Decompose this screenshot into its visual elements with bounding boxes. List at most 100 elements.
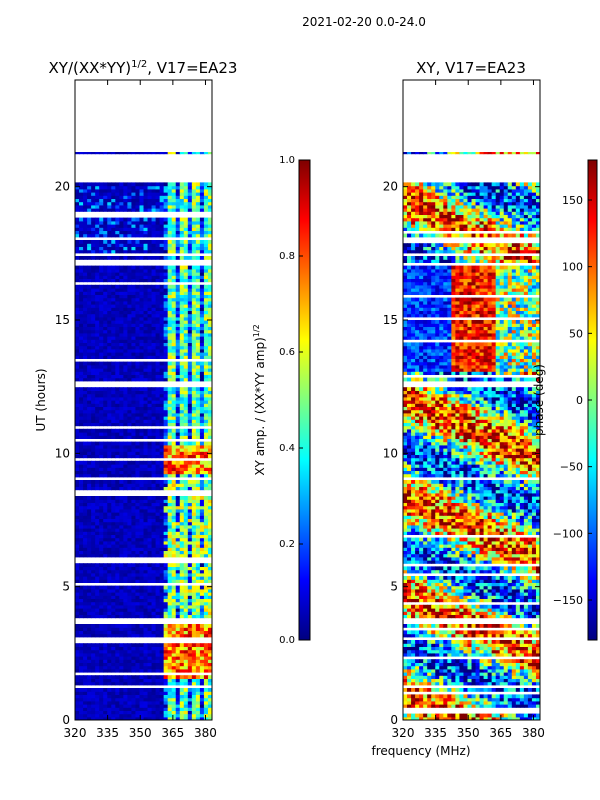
heatmap-cell: [195, 480, 201, 484]
heatmap-cell: [111, 688, 116, 692]
heatmap-cell: [143, 275, 149, 279]
heatmap-cell: [195, 246, 201, 251]
heatmap-cell: [103, 652, 108, 657]
heatmap-cell: [123, 691, 128, 695]
heatmap-cell: [167, 691, 173, 695]
heatmap-cell: [187, 185, 193, 190]
heatmap-cell: [151, 707, 157, 711]
heatmap-cell: [115, 700, 120, 705]
heatmap-cell: [147, 412, 153, 417]
heatmap-cell: [143, 649, 149, 654]
heatmap-cell: [159, 310, 165, 315]
heatmap-cell: [107, 220, 112, 225]
heatmap-cell: [199, 288, 205, 292]
heatmap-cell: [87, 320, 92, 324]
heatmap-cell: [147, 374, 153, 379]
heatmap-cell: [91, 368, 96, 372]
heatmap-cell: [171, 534, 177, 539]
heatmap-cell: [147, 710, 153, 715]
heatmap-cell: [155, 387, 161, 391]
heatmap-cell: [199, 515, 205, 519]
heatmap-cell: [79, 256, 84, 260]
heatmap-cell: [151, 428, 157, 433]
heatmap-cell: [99, 307, 104, 311]
heatmap-cell: [179, 336, 185, 340]
heatmap-cell: [83, 521, 88, 526]
heatmap-cell: [179, 201, 185, 206]
heatmap-cell: [163, 188, 169, 193]
heatmap-cell: [91, 531, 96, 535]
heatmap-cell: [207, 518, 212, 523]
heatmap-cell: [91, 409, 96, 414]
heatmap-cell: [79, 249, 84, 254]
heatmap-cell: [103, 716, 108, 720]
heatmap-cell: [135, 608, 141, 612]
heatmap-cell: [163, 243, 169, 247]
heatmap-cell: [79, 595, 84, 599]
heatmap-cell: [159, 278, 165, 283]
heatmap-cell: [119, 204, 124, 209]
heatmap-cell: [183, 361, 189, 366]
heatmap-cell: [131, 268, 137, 273]
heatmap-cell: [175, 361, 181, 366]
heatmap-cell: [207, 224, 212, 228]
heatmap-cell: [159, 393, 165, 398]
heatmap-cell: [159, 480, 165, 484]
heatmap-cell: [207, 540, 212, 545]
heatmap-cell: [99, 585, 104, 590]
heatmap-cell: [155, 288, 161, 292]
heatmap-cell: [79, 182, 84, 187]
heatmap-cell: [163, 601, 169, 606]
heatmap-cell: [135, 630, 141, 635]
heatmap-cell: [123, 652, 128, 657]
heatmap-cell: [195, 614, 201, 619]
heatmap-cell: [191, 432, 197, 436]
heatmap-cell: [203, 553, 209, 558]
heatmap-cell: [151, 195, 157, 199]
heatmap-cell: [143, 230, 149, 235]
heatmap-cell: [147, 592, 153, 596]
heatmap-cell: [111, 188, 116, 193]
heatmap-cell: [79, 339, 84, 343]
heatmap-cell: [151, 624, 157, 628]
heatmap-cell: [155, 316, 161, 321]
heatmap-cell: [191, 272, 197, 276]
heatmap-cell: [179, 470, 185, 475]
heatmap-cell: [99, 707, 104, 711]
heatmap-cell: [183, 348, 189, 353]
heatmap-cell: [115, 371, 120, 375]
heatmap-cell: [123, 659, 128, 663]
heatmap-cell: [135, 569, 141, 574]
heatmap-cell: [75, 505, 80, 510]
heatmap-cell: [151, 329, 157, 334]
heatmap-cell: [131, 217, 137, 222]
heatmap-cell: [171, 297, 177, 302]
heatmap-cell: [163, 649, 169, 654]
heatmap-cell: [207, 243, 212, 247]
heatmap-cell: [123, 451, 128, 455]
heatmap-cell: [199, 544, 205, 548]
heatmap-cell: [203, 652, 209, 657]
heatmap-cell: [119, 188, 124, 193]
heatmap-cell: [99, 483, 104, 487]
heatmap-cell: [135, 441, 141, 446]
heatmap-cell: [111, 531, 116, 535]
heatmap-cell: [191, 595, 197, 599]
heatmap-cell: [127, 336, 133, 340]
heatmap-cell: [183, 483, 189, 487]
heatmap-cell: [171, 483, 177, 487]
heatmap-cell: [199, 668, 205, 673]
heatmap-cell: [151, 704, 157, 708]
heatmap-cell: [123, 265, 128, 270]
heatmap-cell: [127, 441, 133, 446]
heatmap-cell: [95, 566, 100, 571]
heatmap-cell: [203, 588, 209, 593]
heatmap-cell: [183, 230, 189, 235]
heatmap-cell: [91, 316, 96, 321]
heatmap-cell: [79, 707, 84, 711]
heatmap-cell: [119, 416, 124, 420]
heatmap-cell: [147, 390, 153, 395]
heatmap-cell: [103, 224, 108, 228]
heatmap-cell: [195, 355, 201, 359]
heatmap-cell: [167, 483, 173, 487]
